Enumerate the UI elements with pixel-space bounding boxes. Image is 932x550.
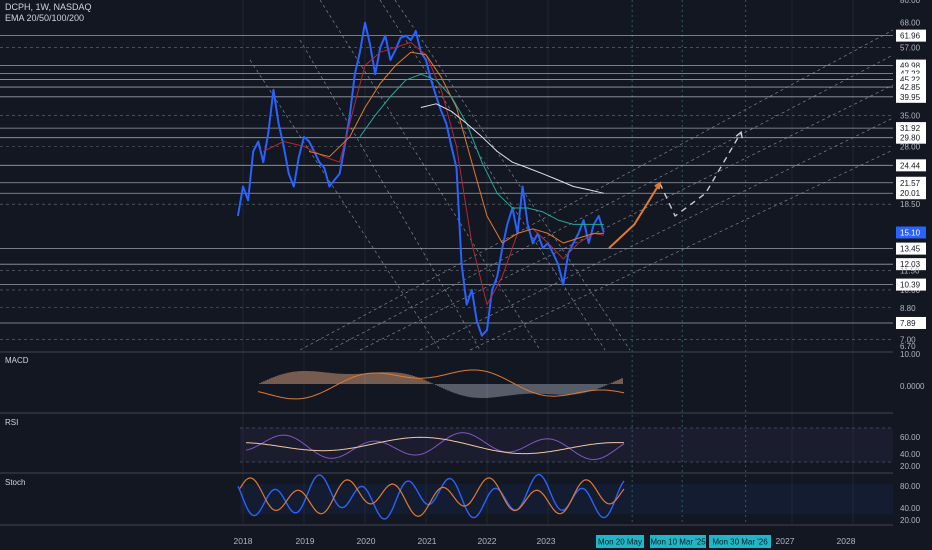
level-tag bbox=[896, 29, 926, 42]
series-ema-20 bbox=[263, 42, 604, 306]
price-tick-label: 18.50 bbox=[900, 200, 921, 209]
price-tick-label: 29.80 bbox=[900, 134, 921, 143]
time-tick-2022: 2022 bbox=[478, 536, 497, 546]
price-tick-label: 7.89 bbox=[900, 319, 916, 328]
series-ema-200 bbox=[420, 103, 605, 194]
price-tick-label: 31.92 bbox=[900, 124, 921, 133]
indicator-title: EMA 20/50/100/200 bbox=[5, 13, 85, 23]
level-tag bbox=[896, 258, 926, 271]
time-highlight-label: Mon 30 Mar '26 bbox=[712, 538, 768, 547]
level-tag bbox=[896, 131, 926, 144]
indicator-line bbox=[245, 432, 625, 461]
time-tick-2027: 2027 bbox=[776, 536, 795, 546]
current-price-tag bbox=[896, 226, 926, 239]
price-tick-label: 68.00 bbox=[900, 19, 921, 28]
channel-line bbox=[319, 0, 541, 351]
price-tick-label: 45.22 bbox=[900, 76, 921, 85]
series-ema-50 bbox=[308, 51, 604, 244]
time-highlight-bg bbox=[709, 535, 771, 548]
stoch-tick: 20.00 bbox=[900, 516, 921, 525]
level-tag bbox=[896, 159, 926, 172]
price-tick-label: 10.39 bbox=[900, 281, 921, 290]
channel-line bbox=[419, 117, 894, 351]
series-ema-100 bbox=[359, 73, 604, 225]
channel-line bbox=[299, 29, 894, 351]
price-tick-label: 8.80 bbox=[900, 304, 916, 313]
time-tick-2018: 2018 bbox=[234, 536, 253, 546]
macd-label: MACD bbox=[5, 356, 29, 365]
price-tick-label: 42.85 bbox=[900, 83, 921, 92]
price-tick-label: 61.96 bbox=[900, 32, 921, 41]
time-tick-2020: 2020 bbox=[357, 536, 376, 546]
series-projection-2 bbox=[659, 131, 742, 217]
level-tag bbox=[896, 59, 926, 72]
level-tag bbox=[896, 90, 926, 103]
time-highlight-label: Mon 20 May bbox=[598, 538, 642, 547]
level-tag bbox=[896, 187, 926, 200]
price-tick-label: 6.70 bbox=[900, 342, 916, 351]
price-tick-label: 24.44 bbox=[900, 161, 921, 170]
time-tick-2028: 2028 bbox=[837, 536, 856, 546]
indicator-line bbox=[245, 436, 625, 455]
time-highlight-bg bbox=[650, 535, 706, 548]
level-tag bbox=[896, 176, 926, 189]
price-tick-label: 35.00 bbox=[900, 111, 921, 120]
trend-channels bbox=[249, 0, 894, 351]
time-tick-2019: 2019 bbox=[296, 536, 315, 546]
time-axis[interactable]: 2018 2019 2020 2021 2022 2023 2027 2028 Mon 20 M… bbox=[234, 535, 856, 548]
price-tick-label: 80.00 bbox=[900, 0, 921, 5]
indicator-panes bbox=[0, 351, 893, 526]
level-tag bbox=[896, 278, 926, 291]
macd-tick: 10.00 bbox=[900, 350, 921, 359]
indicator-line bbox=[237, 473, 625, 520]
price-tick-label: 39.95 bbox=[900, 93, 921, 102]
indicator-line bbox=[239, 477, 625, 517]
time-highlight-label: Mon 10 Mar '25 bbox=[650, 538, 706, 547]
price-lines bbox=[236, 21, 743, 337]
price-tick-label: 49.98 bbox=[900, 62, 921, 71]
channel-line bbox=[394, 0, 631, 351]
level-tag bbox=[896, 242, 926, 255]
horizontal-levels bbox=[0, 35, 893, 340]
rsi-band bbox=[240, 428, 893, 462]
rsi-tick: 40.00 bbox=[900, 450, 921, 459]
time-tick-2021: 2021 bbox=[418, 536, 437, 546]
price-tick-label: 20.01 bbox=[900, 189, 921, 198]
macd-tick: 0.0000 bbox=[900, 382, 925, 391]
price-tick-label: 15.10 bbox=[900, 228, 921, 237]
rsi-tick: 20.00 bbox=[900, 462, 921, 471]
level-tag bbox=[896, 122, 926, 135]
grid bbox=[242, 0, 854, 525]
time-tick-2023: 2023 bbox=[537, 536, 556, 546]
price-tick-label: 28.00 bbox=[900, 142, 921, 151]
series-projection-1 bbox=[608, 182, 661, 249]
level-tag bbox=[896, 316, 926, 329]
price-tick-label: 57.00 bbox=[900, 43, 921, 52]
level-tag bbox=[896, 81, 926, 94]
series-dcph bbox=[236, 21, 605, 337]
channel-line bbox=[469, 149, 894, 351]
stoch-tick: 40.00 bbox=[900, 504, 921, 513]
stoch-tick: 80.00 bbox=[900, 482, 921, 491]
time-highlight-bg bbox=[596, 535, 644, 548]
stoch-label: Stoch bbox=[5, 478, 26, 487]
projection-arrow bbox=[654, 181, 662, 190]
channel-line bbox=[249, 59, 441, 351]
price-axis[interactable]: 80.0068.0061.9657.0049.9847.2345.2242.85… bbox=[896, 0, 926, 525]
symbol-title: DCPH, 1W, NASDAQ bbox=[5, 2, 92, 12]
projection-arrow-dashed bbox=[735, 130, 743, 139]
rsi-label: RSI bbox=[5, 418, 19, 427]
price-tick-label: 7.00 bbox=[900, 336, 916, 345]
price-tick-label: 21.57 bbox=[900, 179, 921, 188]
price-tick-label: 13.45 bbox=[900, 245, 921, 254]
price-tick-label: 12.03 bbox=[900, 260, 921, 269]
channel-line bbox=[359, 84, 894, 351]
channel-line bbox=[329, 54, 894, 351]
price-tick-label: 11.50 bbox=[900, 266, 920, 275]
rsi-tick: 60.00 bbox=[900, 433, 921, 442]
indicator-line bbox=[257, 369, 625, 400]
